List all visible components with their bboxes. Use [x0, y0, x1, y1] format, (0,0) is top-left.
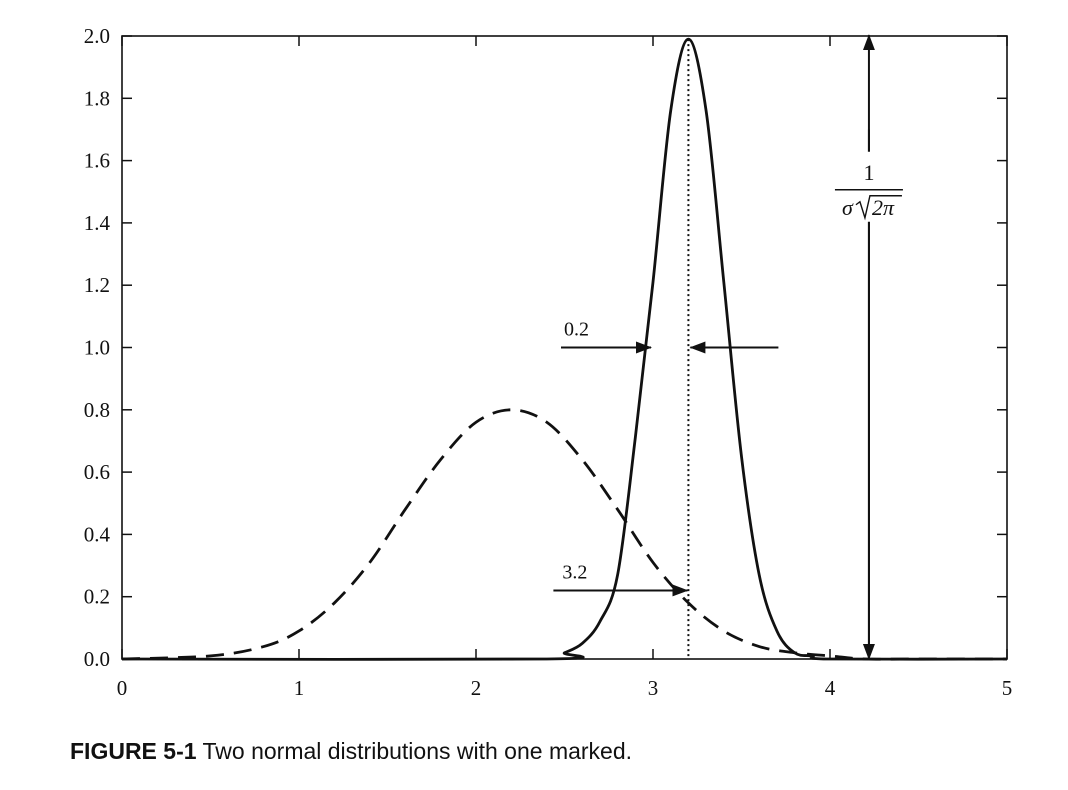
y-tick-label: 1.0: [84, 336, 110, 360]
y-tick-label: 1.8: [84, 86, 110, 110]
x-tick-label: 2: [471, 676, 482, 700]
formula-background: [830, 151, 907, 222]
y-tick-label: 1.2: [84, 273, 110, 297]
series-solid-curve: [121, 37, 1008, 661]
formula-radicand: 2π: [872, 195, 895, 220]
x-tick-label: 1: [294, 676, 305, 700]
formula-sigma: σ: [842, 195, 854, 220]
x-tick-label: 3: [648, 676, 659, 700]
x-tick-label: 4: [825, 676, 836, 700]
y-tick-label: 2.0: [84, 24, 110, 48]
y-tick-label: 1.4: [84, 211, 111, 235]
figure-caption-text: Two normal distributions with one marked…: [196, 738, 633, 764]
x-tick-label: 0: [117, 676, 128, 700]
y-tick-label: 0.4: [84, 522, 111, 546]
y-tick-label: 0.0: [84, 647, 110, 671]
series-dashed-curve: [121, 408, 1007, 661]
formula-numerator: 1: [863, 160, 874, 185]
y-tick-label: 1.6: [84, 149, 110, 173]
y-tick-label: 0.6: [84, 460, 110, 484]
mean-label: 3.2: [562, 561, 587, 583]
x-tick-label: 5: [1002, 676, 1013, 700]
figure-caption-label: FIGURE 5-1: [70, 738, 197, 764]
y-tick-label: 0.2: [84, 585, 110, 609]
data-curves: [121, 37, 1008, 661]
chart: 0 1 2 3 4 50.00.20.40.60.81.01.21.41.61.82.0 …: [84, 24, 1013, 700]
sigma-label: 0.2: [564, 319, 589, 341]
y-tick-label: 0.8: [84, 398, 110, 422]
axis-tick-labels: 0 1 2 3 4 5 0.0 0.2 0.4 0.6 0.8 1.0 1.2 1.4 1.6 1.8 2.0: [84, 24, 1013, 700]
formula-radical-sign: [855, 195, 902, 221]
figure-caption: FIGURE 5-1 Two normal distributions with…: [70, 738, 632, 765]
annotations: 3.2 0.2 1 σ 2π: [553, 34, 907, 660]
